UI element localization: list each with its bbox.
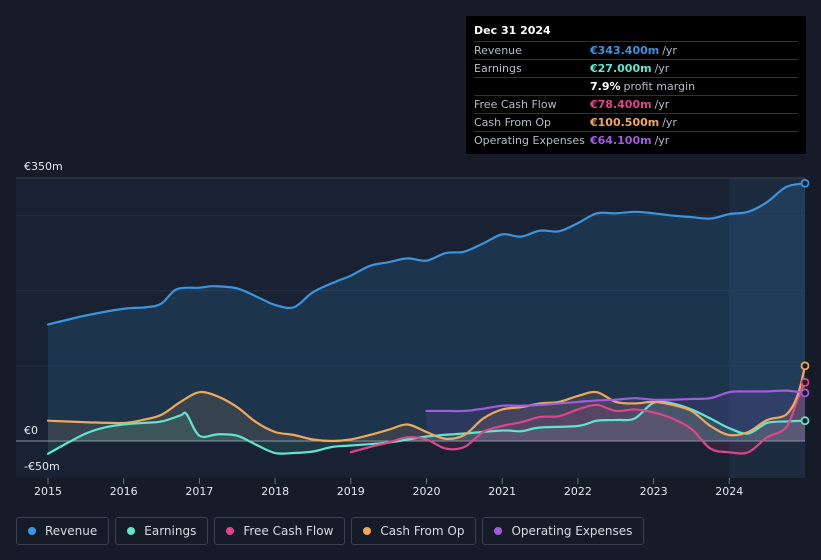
legend-dot-icon bbox=[127, 527, 136, 535]
legend-item-cash-from-op[interactable]: Cash From Op bbox=[351, 517, 477, 545]
tooltip-row-value: €343.400m bbox=[590, 44, 660, 57]
x-tick-label: 2015 bbox=[34, 485, 62, 498]
tooltip-row-label: Operating Expenses bbox=[474, 134, 585, 147]
tooltip-row-label bbox=[474, 78, 590, 95]
tooltip-row-unit: /yr bbox=[654, 134, 670, 147]
tooltip-row: Earnings €27.000m/yr bbox=[474, 60, 798, 78]
operating-expenses-line bbox=[425, 389, 807, 413]
y-label-top: €350m bbox=[24, 160, 63, 173]
y-label-zero: €0 bbox=[24, 424, 38, 437]
legend-dot-icon bbox=[28, 527, 36, 535]
x-tick-label: 2017 bbox=[185, 485, 213, 498]
tooltip-row-unit: /yr bbox=[654, 62, 670, 75]
tooltip-row: Revenue €343.400m/yr bbox=[474, 42, 798, 60]
cash-from-op-area bbox=[48, 365, 805, 441]
earnings-end-marker bbox=[800, 416, 810, 426]
tooltip-row-label: Free Cash Flow bbox=[474, 98, 557, 111]
free-cash-flow-line bbox=[349, 381, 807, 455]
tooltip-row-label: Earnings bbox=[474, 62, 522, 75]
legend-label: Free Cash Flow bbox=[243, 524, 334, 538]
x-tick-label: 2019 bbox=[337, 485, 365, 498]
tooltip-row: Operating Expenses €64.100m/yr bbox=[474, 132, 798, 149]
tooltip-row-unit: /yr bbox=[662, 44, 677, 57]
legend-item-earnings[interactable]: Earnings bbox=[115, 517, 209, 545]
tooltip-row-value: €27.000m bbox=[590, 62, 652, 75]
tooltip-row: 7.9% profit margin bbox=[474, 78, 798, 96]
tooltip-row: Cash From Op €100.500m/yr bbox=[474, 114, 798, 132]
x-tick-label: 2016 bbox=[110, 485, 138, 498]
cash-from-op-end-marker bbox=[800, 361, 810, 371]
legend-label: Operating Expenses bbox=[511, 524, 633, 538]
legend-label: Revenue bbox=[45, 524, 98, 538]
x-tick-label: 2022 bbox=[564, 485, 592, 498]
legend-item-free-cash-flow[interactable]: Free Cash Flow bbox=[214, 517, 346, 545]
tooltip-row-value: €100.500m bbox=[590, 116, 660, 129]
y-label-bottom: -€50m bbox=[24, 460, 60, 473]
tooltip-row-unit: /yr bbox=[654, 98, 670, 111]
legend: Revenue Earnings Free Cash Flow Cash From O… bbox=[16, 517, 645, 545]
revenue-area bbox=[48, 183, 805, 441]
x-axis-ticks: 2015 2016 2017 2018 2019 2020 2021 2022 2023 2024 bbox=[34, 478, 743, 498]
legend-label: Earnings bbox=[144, 524, 197, 538]
x-tick-label: 2024 bbox=[715, 485, 743, 498]
tooltip-row-label: Cash From Op bbox=[474, 116, 552, 129]
end-markers bbox=[800, 178, 810, 426]
legend-dot-icon bbox=[494, 527, 503, 535]
tooltip-row-unit: /yr bbox=[662, 116, 677, 129]
tooltip-row-unit: profit margin bbox=[623, 80, 696, 93]
x-tick-label: 2020 bbox=[413, 485, 441, 498]
x-tick-label: 2021 bbox=[488, 485, 516, 498]
operating-expenses-area bbox=[426, 390, 805, 441]
revenue-line bbox=[46, 182, 807, 326]
series-areas bbox=[48, 183, 805, 454]
tooltip-row: Free Cash Flow €78.400m/yr bbox=[474, 96, 798, 114]
legend-label: Cash From Op bbox=[380, 524, 465, 538]
free-cash-flow-end-marker bbox=[800, 377, 810, 387]
cash-from-op-line bbox=[46, 364, 807, 443]
highlight-band bbox=[729, 178, 805, 478]
plot-background bbox=[16, 178, 805, 478]
tooltip-row-value: €64.100m bbox=[590, 134, 652, 147]
tooltip-row-label: Revenue bbox=[474, 44, 522, 57]
legend-dot-icon bbox=[226, 527, 235, 535]
revenue-end-marker bbox=[800, 178, 810, 188]
x-tick-label: 2018 bbox=[261, 485, 289, 498]
tooltip-row-value: €78.400m bbox=[590, 98, 652, 111]
tooltip-panel: Dec 31 2024 Revenue €343.400m/yr Earnings €… bbox=[466, 16, 806, 154]
legend-item-revenue[interactable]: Revenue bbox=[16, 517, 110, 545]
earnings-area bbox=[48, 401, 805, 454]
tooltip-rows: Revenue €343.400m/yr Earnings €27.000m/yr 7.… bbox=[474, 42, 798, 149]
x-tick-label: 2023 bbox=[640, 485, 668, 498]
legend-item-operating-expenses[interactable]: Operating Expenses bbox=[482, 517, 645, 545]
tooltip-date: Dec 31 2024 bbox=[474, 24, 798, 42]
tooltip-row-value: 7.9% bbox=[590, 80, 621, 93]
operating-expenses-end-marker bbox=[800, 388, 810, 398]
free-cash-flow-area bbox=[350, 382, 805, 454]
series-lines bbox=[46, 182, 807, 455]
legend-dot-icon bbox=[363, 527, 372, 535]
